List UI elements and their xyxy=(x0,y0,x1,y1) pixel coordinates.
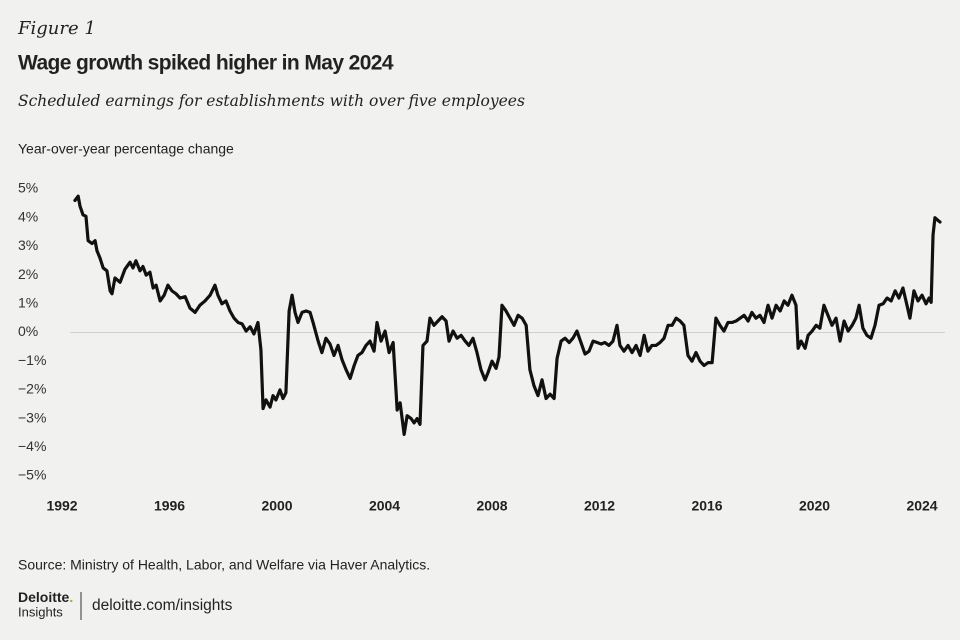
y-tick-label: 1% xyxy=(18,295,38,311)
y-tick-label: 0% xyxy=(18,323,38,339)
y-tick-label: −5% xyxy=(18,467,46,483)
x-tick-label: 1992 xyxy=(46,498,77,514)
x-tick-label: 2008 xyxy=(476,498,507,514)
x-tick-label: 2012 xyxy=(584,498,615,514)
x-tick-label: 2000 xyxy=(261,498,292,514)
source-note: Source: Ministry of Health, Labor, and W… xyxy=(18,557,430,573)
brand: Deloitte. xyxy=(18,589,73,605)
y-tick-label: 2% xyxy=(18,266,38,282)
figure-label: Figure 1 xyxy=(17,18,96,39)
x-tick-label: 2024 xyxy=(906,498,937,514)
chart-title: Wage growth spiked higher in May 2024 xyxy=(18,52,394,75)
footer-url: deloitte.com/insights xyxy=(92,597,233,614)
x-tick-label: 2020 xyxy=(799,498,830,514)
chart-subtitle: Scheduled earnings for establishments wi… xyxy=(18,92,525,110)
y-tick-label: −2% xyxy=(18,381,46,397)
y-tick-label: 5% xyxy=(18,180,38,196)
x-tick-label: 1996 xyxy=(154,498,185,514)
y-axis-label: Year-over-year percentage change xyxy=(18,141,234,157)
brand-dot: . xyxy=(69,589,73,605)
x-tick-label: 2016 xyxy=(691,498,722,514)
brand-name: Deloitte xyxy=(18,589,70,605)
y-tick-label: −3% xyxy=(18,409,46,425)
x-tick-label: 2004 xyxy=(369,498,400,514)
y-tick-label: 3% xyxy=(18,237,38,253)
brand-sub: Insights xyxy=(18,604,63,619)
y-tick-label: −1% xyxy=(18,352,46,368)
y-tick-label: 4% xyxy=(18,208,38,224)
data-line xyxy=(73,194,942,436)
y-tick-label: −4% xyxy=(18,438,46,454)
